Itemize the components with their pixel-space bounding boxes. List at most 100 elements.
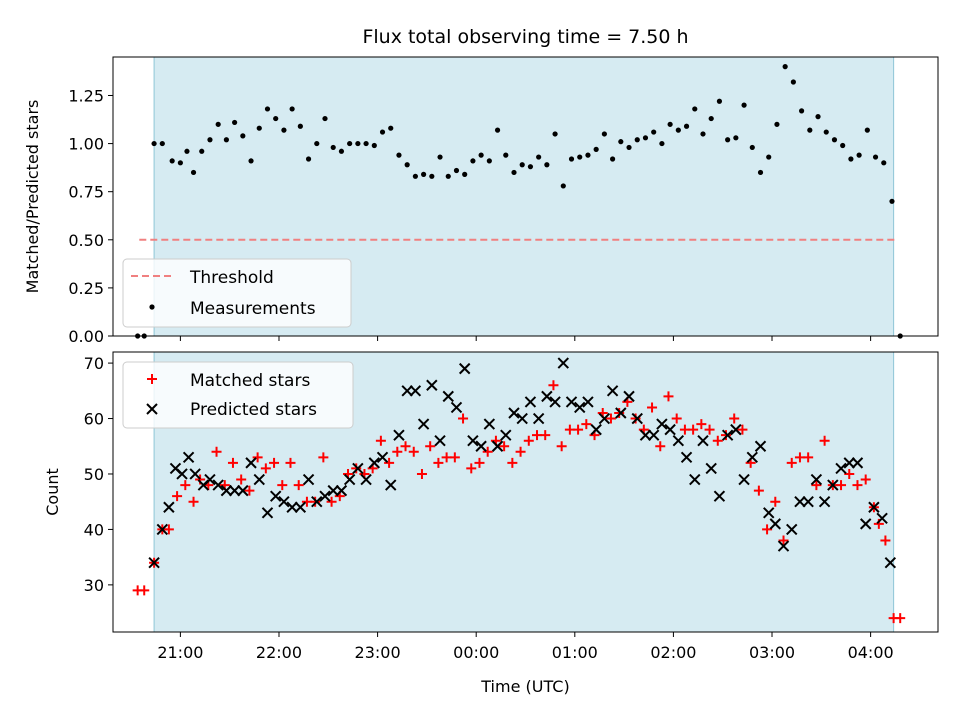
measurement-point	[215, 121, 221, 127]
predicted-star-point	[483, 418, 496, 430]
measurement-point	[207, 137, 213, 143]
measurement-point	[577, 154, 583, 160]
matched-star-point	[236, 474, 247, 485]
measurement-point	[437, 154, 443, 160]
measurement-point	[273, 115, 279, 122]
predicted-star-point	[176, 468, 188, 480]
measurement-point	[355, 140, 361, 147]
y-tick-label: 50	[84, 465, 104, 484]
measurement-point	[831, 137, 838, 143]
matched-star-point	[384, 457, 395, 468]
measurement-point	[478, 152, 484, 158]
predicted-star-point	[606, 385, 619, 397]
matched-star-point	[573, 424, 584, 435]
predicted-star-point	[705, 462, 717, 475]
predicted-star-point	[228, 484, 241, 497]
matched-star-point	[548, 380, 559, 391]
predicted-star-point	[204, 473, 216, 486]
predicted-star-point	[656, 418, 668, 430]
x-tick-label: 03:00	[749, 643, 795, 662]
predicted-star-point	[253, 473, 265, 486]
measurement-point	[741, 102, 747, 108]
predicted-star-point	[376, 451, 389, 464]
matched-star-point	[860, 474, 871, 485]
measurement-point	[264, 106, 271, 112]
measurement-point	[651, 129, 657, 135]
matched-star-point	[880, 535, 891, 546]
matched-star-point	[172, 491, 183, 502]
x-tick-label: 23:00	[355, 643, 401, 662]
matched-star-point	[836, 480, 847, 491]
predicted-star-point	[557, 357, 570, 369]
measurement-point	[256, 125, 262, 131]
measurement-point	[552, 131, 558, 137]
predicted-star-point	[442, 390, 454, 403]
matched-star-point	[252, 452, 263, 463]
measurement-point	[453, 167, 460, 174]
measurement-point	[527, 164, 534, 170]
measurement-point	[725, 137, 731, 143]
predicted-star-point	[401, 385, 413, 397]
matched-star-point	[688, 424, 699, 435]
predicted-star-point	[269, 490, 282, 502]
measurement-point	[708, 115, 714, 122]
measurement-point	[536, 154, 542, 160]
predicted-star-point	[884, 556, 897, 569]
matched-star-point	[729, 413, 740, 424]
predicted-star-point	[769, 518, 782, 530]
y-axis-label: Matched/Predicted stars	[23, 100, 42, 294]
matched-star-point	[515, 446, 526, 457]
legend-box	[122, 258, 352, 328]
legend-box	[122, 361, 354, 429]
measurement-point	[642, 135, 649, 141]
predicted-star-point	[475, 440, 487, 452]
measurement-point	[184, 148, 190, 154]
measurement-point	[766, 154, 772, 160]
measurement-point	[232, 119, 238, 126]
predicted-star-point	[859, 518, 872, 530]
matched-star-point	[786, 457, 797, 468]
measurement-point	[774, 121, 780, 127]
predicted-star-point	[615, 407, 627, 419]
matched-star-point	[260, 463, 271, 474]
predicted-star-point	[843, 457, 855, 469]
matched-star-point	[188, 496, 199, 507]
predicted-star-point	[302, 473, 315, 486]
measurement-point	[700, 131, 706, 137]
matched-star-point	[762, 524, 773, 535]
matched-star-point	[614, 407, 625, 418]
predicted-star-point	[417, 418, 430, 430]
x-tick-label: 22:00	[256, 643, 302, 662]
measurement-point	[519, 162, 525, 168]
legend-threshold-label: Threshold	[189, 268, 274, 288]
measurement-point	[683, 123, 690, 129]
measurement-point	[281, 127, 287, 133]
measurement-point	[388, 125, 394, 131]
measurement-point	[223, 137, 229, 143]
predicted-star-point	[746, 451, 759, 464]
measurement-point	[601, 131, 607, 137]
measurement-point	[190, 169, 197, 176]
y-tick-label: 40	[84, 520, 104, 539]
legend-predicted-swatch	[146, 403, 158, 415]
predicted-star-point	[689, 473, 701, 486]
measurement-point	[445, 173, 451, 179]
predicted-star-point	[294, 501, 307, 513]
predicted-star-point	[491, 440, 504, 452]
matched-star-point	[351, 463, 362, 474]
measurement-point	[618, 139, 624, 145]
measurement-point	[790, 79, 796, 85]
x-axis-label: Time (UTC)	[480, 677, 569, 696]
predicted-star-point	[754, 440, 767, 452]
y-tick-label: 30	[84, 576, 104, 595]
measurement-point	[610, 156, 616, 162]
predicted-star-point	[393, 429, 405, 441]
matched-star-point	[310, 496, 321, 507]
measurement-point	[692, 106, 698, 112]
measurement-point	[297, 123, 303, 129]
measurement-point	[585, 152, 591, 158]
y-tick-label: 0.25	[68, 279, 104, 298]
matched-star-point	[474, 457, 485, 468]
measurement-point	[486, 158, 492, 164]
measurement-point	[815, 114, 821, 120]
